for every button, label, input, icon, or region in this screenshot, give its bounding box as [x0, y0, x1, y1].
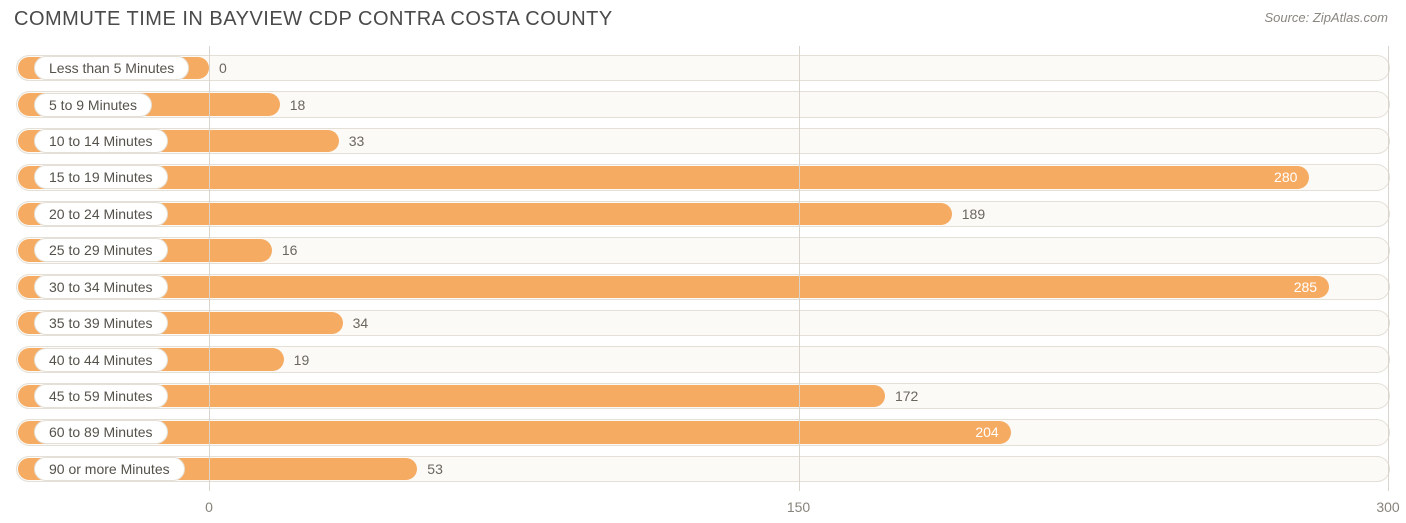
x-tick-label: 300 — [1376, 499, 1399, 515]
chart-title: COMMUTE TIME IN BAYVIEW CDP CONTRA COSTA… — [14, 8, 613, 31]
value-label: 204 — [975, 424, 998, 440]
bar-row: 60 to 89 Minutes 204 — [14, 416, 1392, 448]
plot-area: Less than 5 Minutes 0 5 to 9 Minutes 18 10 t… — [14, 46, 1392, 491]
bar-row: Less than 5 Minutes 0 — [14, 52, 1392, 84]
bar-row: 25 to 29 Minutes 16 — [14, 234, 1392, 266]
category-label: 60 to 89 Minutes — [34, 420, 168, 444]
category-label: 45 to 59 Minutes — [34, 384, 168, 408]
value-label: 16 — [282, 242, 298, 258]
gridline — [799, 46, 800, 491]
x-tick-label: 150 — [787, 499, 810, 515]
value-label: 285 — [1294, 279, 1317, 295]
bar-row: 10 to 14 Minutes 33 — [14, 125, 1392, 157]
gridline — [209, 46, 210, 491]
bar — [18, 276, 1329, 298]
value-label: 33 — [349, 133, 365, 149]
category-label: 15 to 19 Minutes — [34, 165, 168, 189]
bar-rows: Less than 5 Minutes 0 5 to 9 Minutes 18 10 t… — [14, 46, 1392, 491]
value-label: 19 — [294, 352, 310, 368]
value-label: 280 — [1274, 169, 1297, 185]
category-label: 35 to 39 Minutes — [34, 311, 168, 335]
category-label: Less than 5 Minutes — [34, 56, 189, 80]
category-label: 40 to 44 Minutes — [34, 348, 168, 372]
bar-row: 15 to 19 Minutes 280 — [14, 161, 1392, 193]
bar — [18, 166, 1309, 188]
value-label: 18 — [290, 97, 306, 113]
bar-row: 40 to 44 Minutes 19 — [14, 343, 1392, 375]
bar-row: 30 to 34 Minutes 285 — [14, 271, 1392, 303]
category-label: 90 or more Minutes — [34, 457, 185, 481]
bar-row: 35 to 39 Minutes 34 — [14, 307, 1392, 339]
gridline — [1388, 46, 1389, 491]
value-label: 53 — [427, 461, 443, 477]
category-label: 20 to 24 Minutes — [34, 202, 168, 226]
value-label: 172 — [895, 388, 918, 404]
category-label: 25 to 29 Minutes — [34, 238, 168, 262]
chart-source: Source: ZipAtlas.com — [1264, 10, 1388, 25]
commute-time-chart: COMMUTE TIME IN BAYVIEW CDP CONTRA COSTA… — [0, 0, 1406, 523]
category-label: 10 to 14 Minutes — [34, 129, 168, 153]
value-label: 34 — [353, 315, 369, 331]
bar-row: 45 to 59 Minutes 172 — [14, 380, 1392, 412]
value-label: 0 — [219, 60, 227, 76]
x-tick-label: 0 — [205, 499, 213, 515]
bar-row: 5 to 9 Minutes 18 — [14, 88, 1392, 120]
bar-row: 20 to 24 Minutes 189 — [14, 198, 1392, 230]
category-label: 5 to 9 Minutes — [34, 93, 152, 117]
category-label: 30 to 34 Minutes — [34, 275, 168, 299]
bar-row: 90 or more Minutes 53 — [14, 453, 1392, 485]
value-label: 189 — [962, 206, 985, 222]
